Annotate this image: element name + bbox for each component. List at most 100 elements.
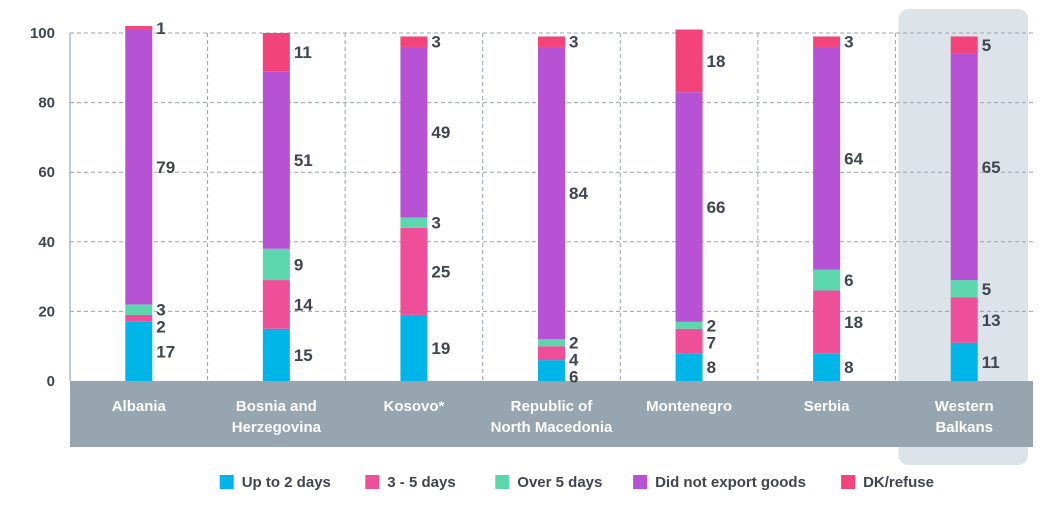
bar-segment-3-5-days bbox=[675, 328, 703, 354]
legend-item-dk-refuse: DK/refuse bbox=[841, 474, 934, 491]
data-label: 3 bbox=[431, 214, 440, 233]
bars: 1723791151495111192534936428438726618818… bbox=[125, 19, 1001, 387]
bar-segment-dk-refuse bbox=[675, 29, 703, 93]
bar-segment-over-5-days bbox=[262, 248, 290, 281]
data-label: 11 bbox=[982, 353, 1000, 372]
data-label: 3 bbox=[569, 33, 578, 52]
data-label: 6 bbox=[569, 368, 578, 387]
category-label: Western bbox=[935, 398, 994, 415]
data-label: 65 bbox=[982, 158, 1001, 177]
data-label: 13 bbox=[982, 311, 1001, 330]
data-label: 5 bbox=[982, 36, 991, 55]
bar-segment-up-to-2-days bbox=[950, 342, 978, 381]
y-tick-label: 100 bbox=[30, 25, 55, 42]
data-label: 8 bbox=[844, 358, 853, 377]
bar-segment-over-5-days bbox=[400, 217, 428, 228]
bar-segment-dk-refuse bbox=[813, 36, 841, 47]
bar-segment-3-5-days bbox=[400, 227, 428, 315]
bar-segment-up-to-2-days bbox=[125, 321, 153, 381]
bar-segment-over-5-days bbox=[950, 280, 978, 298]
legend-swatch bbox=[365, 475, 380, 489]
bar-segment-up-to-2-days bbox=[400, 314, 428, 381]
data-label: 5 bbox=[982, 280, 991, 299]
data-label: 49 bbox=[431, 123, 450, 142]
data-label: 3 bbox=[156, 301, 165, 320]
legend-item-up-to-2-days: Up to 2 days bbox=[219, 474, 331, 491]
legend-item-over-5-days: Over 5 days bbox=[495, 474, 602, 491]
category-label: Balkans bbox=[935, 419, 993, 436]
bar-segment-dk-refuse bbox=[538, 36, 565, 47]
bar-segment-did-not-export-goods bbox=[950, 53, 978, 281]
category-label: Serbia bbox=[804, 398, 851, 415]
y-tick-label: 0 bbox=[47, 373, 55, 390]
category-axis-band bbox=[70, 381, 1033, 447]
bar-segment-3-5-days bbox=[262, 280, 290, 329]
bar-segment-up-to-2-days bbox=[813, 353, 841, 381]
data-label: 15 bbox=[294, 346, 313, 365]
legend-label: DK/refuse bbox=[863, 474, 934, 491]
bar-segment-up-to-2-days bbox=[675, 353, 703, 381]
legend-label: Over 5 days bbox=[517, 474, 602, 491]
bar-segment-dk-refuse bbox=[262, 33, 290, 72]
data-label: 17 bbox=[156, 342, 175, 361]
data-label: 64 bbox=[844, 149, 863, 168]
data-label: 2 bbox=[707, 316, 716, 335]
bar-segment-did-not-export-goods bbox=[813, 46, 841, 270]
bar-segment-did-not-export-goods bbox=[538, 46, 565, 340]
legend: Up to 2 days 3 - 5 days Over 5 days Did not… bbox=[219, 474, 934, 491]
data-label: 2 bbox=[569, 334, 578, 353]
category-label: Republic of bbox=[511, 398, 594, 415]
bar-segment-3-5-days bbox=[813, 290, 841, 354]
y-axis: 0 20 40 60 80 100 bbox=[30, 25, 55, 390]
data-label: 66 bbox=[707, 198, 726, 217]
y-tick-label: 20 bbox=[38, 303, 55, 320]
data-label: 1 bbox=[156, 19, 165, 38]
bar-segment-did-not-export-goods bbox=[675, 92, 703, 322]
data-label: 3 bbox=[431, 33, 440, 52]
grid-lines bbox=[70, 32, 1033, 381]
legend-swatch bbox=[633, 475, 648, 489]
data-label: 25 bbox=[431, 262, 450, 281]
data-label: 8 bbox=[707, 358, 716, 377]
data-label: 3 bbox=[844, 33, 853, 52]
category-label: Herzegovina bbox=[232, 419, 322, 436]
data-label: 11 bbox=[294, 43, 312, 62]
legend-item-3-5-days: 3 - 5 days bbox=[365, 474, 456, 491]
bar-segment-3-5-days bbox=[125, 314, 153, 322]
bar-segment-up-to-2-days bbox=[538, 360, 565, 381]
bar-segment-over-5-days bbox=[675, 321, 703, 329]
y-tick-label: 60 bbox=[38, 164, 55, 181]
bar-segment-over-5-days bbox=[538, 339, 565, 347]
data-label: 51 bbox=[294, 151, 313, 170]
legend-label: Up to 2 days bbox=[242, 474, 331, 491]
data-label: 19 bbox=[431, 339, 450, 358]
category-label: Bosnia and bbox=[236, 398, 317, 415]
legend-swatch bbox=[219, 475, 234, 489]
bar-segment-did-not-export-goods bbox=[125, 29, 153, 305]
category-label: Kosovo* bbox=[384, 398, 445, 415]
legend-swatch bbox=[495, 475, 510, 489]
legend-item-did-not-export-goods: Did not export goods bbox=[633, 474, 806, 491]
data-label: 79 bbox=[156, 158, 175, 177]
category-label: Montenegro bbox=[646, 398, 732, 415]
data-label: 14 bbox=[294, 295, 313, 314]
data-label: 18 bbox=[707, 52, 726, 71]
category-label: Albania bbox=[112, 398, 167, 415]
bar-segment-up-to-2-days bbox=[262, 328, 290, 381]
data-label: 4 bbox=[569, 351, 579, 370]
data-label: 84 bbox=[569, 184, 588, 203]
x-axis-labels: Albania Bosnia and Herzegovina Kosovo* Repub… bbox=[112, 398, 994, 436]
legend-label: Did not export goods bbox=[655, 474, 806, 491]
bar-segment-dk-refuse bbox=[125, 26, 153, 30]
bar-segment-did-not-export-goods bbox=[400, 46, 428, 218]
data-label: 7 bbox=[707, 333, 716, 352]
legend-label: 3 - 5 days bbox=[387, 474, 455, 491]
category-label: North Macedonia bbox=[491, 419, 613, 436]
bar-segment-over-5-days bbox=[125, 304, 153, 315]
bar-segment-dk-refuse bbox=[400, 36, 428, 47]
data-label: 9 bbox=[294, 255, 303, 274]
bar-segment-did-not-export-goods bbox=[262, 71, 290, 249]
bar-segment-3-5-days bbox=[950, 297, 978, 343]
